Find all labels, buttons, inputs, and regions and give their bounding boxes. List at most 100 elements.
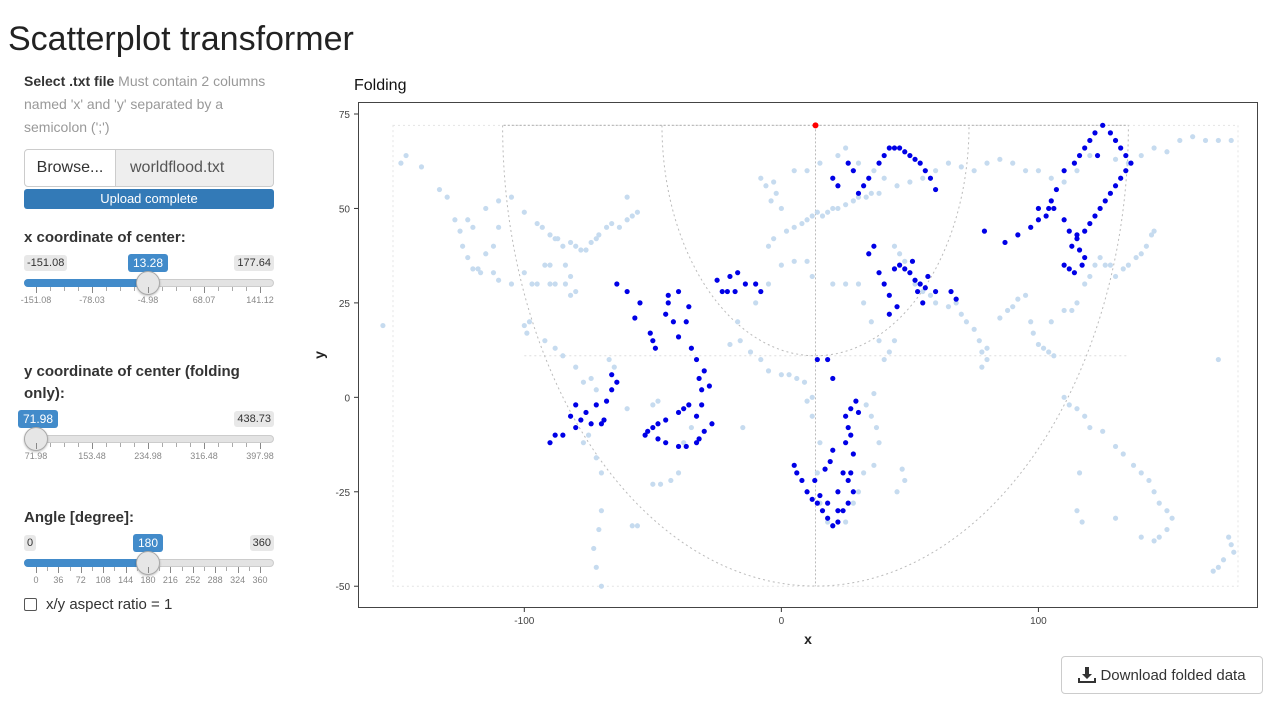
original-point <box>1061 394 1067 400</box>
slider-tick <box>120 287 121 291</box>
folded-point <box>830 523 836 529</box>
original-point <box>984 345 990 351</box>
original-point <box>891 338 898 344</box>
original-point <box>580 379 587 385</box>
folded-point <box>850 168 856 174</box>
folded-point <box>683 319 689 325</box>
original-point <box>508 194 515 200</box>
original-point <box>814 209 820 215</box>
original-point <box>655 398 661 404</box>
scatter-plot: -50 -25 0 25 50 75 -100 0 100 x y <box>311 102 1258 647</box>
original-point <box>1215 564 1221 570</box>
x-axis-label: x <box>804 631 812 647</box>
folded-point <box>825 356 831 363</box>
original-point <box>567 273 574 280</box>
folded-point <box>624 288 630 295</box>
folded-point <box>1035 205 1042 212</box>
slider-tick-label: 288 <box>207 575 223 585</box>
original-point <box>465 217 471 223</box>
guide-box <box>392 124 1239 587</box>
folded-point <box>812 477 818 484</box>
folded-point <box>1076 247 1083 253</box>
folded-point <box>953 296 959 302</box>
folded-point <box>825 515 831 521</box>
folded-point <box>699 387 705 393</box>
slider-label: y coordinate of center (folding only): <box>24 363 240 402</box>
original-point <box>804 168 810 174</box>
original-point <box>817 440 823 446</box>
folded-point <box>886 145 892 151</box>
original-point <box>907 179 913 185</box>
folded-point <box>1002 239 1008 246</box>
original-point <box>932 300 939 306</box>
folded-point <box>871 243 877 249</box>
original-point <box>534 220 540 227</box>
slider-tick <box>69 567 71 571</box>
folded-point <box>853 398 859 404</box>
original-point <box>603 224 610 230</box>
slider-tick <box>260 287 261 293</box>
original-point <box>758 175 764 181</box>
folded-point <box>1069 243 1075 249</box>
original-point <box>596 232 602 238</box>
slider-tick <box>78 443 79 447</box>
file-input-help: Must contain 2 columns named 'x' and 'y'… <box>24 73 266 135</box>
aspect-ratio-label: x/y aspect ratio = 1 <box>46 596 173 613</box>
aspect-ratio-toggle[interactable]: x/y aspect ratio = 1 <box>24 596 172 613</box>
slider-tick <box>204 287 205 293</box>
folded-point <box>547 440 553 446</box>
original-point <box>1215 356 1221 363</box>
aspect-ratio-checkbox[interactable] <box>24 598 37 611</box>
slider-tick-label: -151.08 <box>20 295 52 305</box>
folded-point <box>1087 137 1093 144</box>
original-point <box>855 489 862 495</box>
slider-tick <box>120 443 121 447</box>
slider-tick <box>248 567 250 571</box>
folded-point <box>647 330 653 336</box>
folded-point <box>848 406 854 412</box>
original-point <box>1112 156 1119 162</box>
folded-point <box>1118 145 1124 151</box>
slider-tick-label: 316.48 <box>190 451 218 461</box>
original-point <box>1148 232 1155 238</box>
slider-tick <box>148 443 149 449</box>
original-point <box>573 288 579 295</box>
original-point <box>1087 424 1093 431</box>
original-point <box>418 164 425 170</box>
download-button[interactable]: Download folded data <box>1061 656 1263 694</box>
folded-point <box>632 315 638 321</box>
original-point <box>1151 228 1157 234</box>
browse-button[interactable]: Browse... <box>24 149 116 187</box>
file-name-field[interactable]: worldflood.txt <box>116 149 274 187</box>
original-point <box>819 213 826 219</box>
original-point <box>524 330 530 336</box>
original-point <box>624 194 630 200</box>
slider-tick <box>148 567 149 573</box>
original-point <box>606 356 612 363</box>
folded-point <box>881 281 887 287</box>
folded-point <box>925 273 931 280</box>
original-point <box>444 194 450 200</box>
folded-point <box>686 402 692 408</box>
folded-point <box>804 489 810 495</box>
slider-tick-label: -4.98 <box>137 295 159 305</box>
original-point <box>1226 534 1232 540</box>
original-point <box>573 243 579 249</box>
slider-tick-label: -78.03 <box>79 295 105 305</box>
folded-point <box>732 288 738 295</box>
file-input-label: Select .txt file Must contain 2 columns … <box>24 70 269 139</box>
folded-point <box>886 292 892 298</box>
original-point <box>958 164 964 170</box>
original-point <box>912 281 918 287</box>
original-point <box>460 243 466 249</box>
original-point <box>650 402 656 408</box>
original-point <box>552 281 558 287</box>
folded-point <box>1094 152 1101 159</box>
folded-point <box>1066 228 1072 234</box>
original-point <box>470 224 476 230</box>
original-point <box>773 190 779 196</box>
original-point <box>902 477 908 484</box>
original-point <box>830 281 836 287</box>
y-tick-label: 25 <box>339 299 351 310</box>
original-point <box>850 198 856 204</box>
